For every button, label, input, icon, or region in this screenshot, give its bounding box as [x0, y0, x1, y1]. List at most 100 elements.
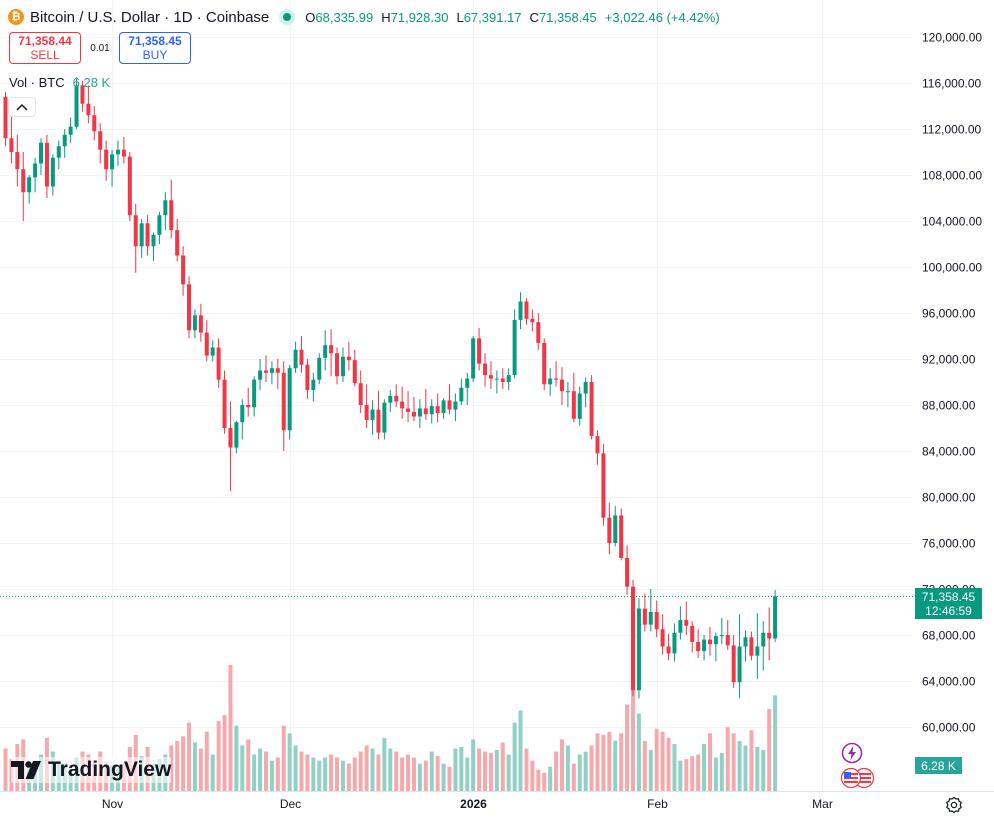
candle	[696, 629, 701, 658]
candle	[518, 292, 523, 330]
candle	[15, 134, 20, 187]
candle	[139, 218, 144, 258]
volume-bar	[281, 725, 286, 791]
candle	[56, 140, 61, 170]
candle-body	[411, 411, 416, 417]
tradingview-logo[interactable]: TradingView	[11, 757, 172, 783]
candle-body	[453, 401, 458, 410]
candle	[281, 361, 286, 451]
us-flag-icon[interactable]	[840, 767, 876, 789]
candle	[654, 600, 659, 638]
candle-body	[577, 393, 582, 419]
candle	[181, 246, 186, 296]
price-tick-label: 88,000.00	[922, 399, 976, 413]
volume-bar	[181, 736, 186, 791]
candle	[423, 388, 428, 420]
volume-bar	[216, 721, 221, 791]
bar-countdown: 12:46:59	[925, 603, 972, 618]
candle-body	[459, 387, 464, 402]
candle	[755, 613, 760, 679]
volume-bar	[648, 750, 653, 791]
volume-bar	[583, 751, 588, 791]
candle	[429, 399, 434, 424]
candle-body	[133, 215, 138, 247]
candle-body	[127, 156, 132, 216]
spread-value: 0.01	[90, 42, 110, 54]
volume-bar	[441, 763, 446, 791]
candle	[731, 635, 736, 688]
candle-body	[305, 364, 310, 391]
volume-bar	[654, 728, 659, 791]
volume-legend[interactable]: Vol · BTC 6.28 K	[9, 75, 110, 90]
volume-bar	[506, 754, 511, 791]
volume-bar	[589, 745, 594, 791]
volume-bar	[725, 727, 730, 791]
time-tick-label: 2026	[460, 797, 487, 811]
sell-button[interactable]: 71,358.44 SELL	[9, 32, 81, 64]
candle	[240, 399, 245, 440]
candle	[98, 123, 103, 164]
lightning-event-icon[interactable]	[841, 742, 863, 764]
volume-bar	[684, 759, 689, 791]
candle-body	[595, 436, 600, 454]
price-axis[interactable]: 120,000.00 116,000.00 112,000.00 108,000.00…	[922, 31, 982, 735]
candle	[743, 630, 748, 662]
volume-bar	[447, 766, 452, 791]
volume-bar	[512, 722, 517, 791]
volume-bar	[323, 757, 328, 791]
candle-body	[619, 515, 624, 558]
candle-body	[530, 318, 535, 323]
candle	[583, 377, 588, 408]
high-value: 71,928.30	[390, 9, 449, 25]
volume-bar	[524, 748, 529, 791]
candle-body	[92, 115, 97, 132]
volume-bar	[731, 733, 736, 791]
volume-bar	[459, 746, 464, 791]
sell-price: 71,358.44	[18, 34, 72, 48]
candle-body	[761, 632, 766, 647]
candle-body	[435, 406, 440, 414]
volume-bar	[305, 754, 310, 791]
candle-body	[465, 378, 470, 388]
candle-body	[86, 103, 91, 116]
candle	[417, 399, 422, 428]
candle-body	[346, 356, 351, 361]
tradingview-logo-text: TradingView	[48, 758, 172, 781]
volume-bar	[400, 757, 405, 791]
volume-bar	[773, 695, 778, 791]
time-tick-label: Feb	[647, 797, 668, 811]
volume-bar	[3, 748, 8, 791]
candle-body	[400, 401, 405, 409]
candle-body	[216, 347, 221, 380]
price-tick-label: 104,000.00	[922, 215, 982, 229]
volume-bar	[636, 713, 641, 791]
candle-body	[631, 586, 636, 691]
candle	[488, 361, 493, 389]
candle-body	[707, 639, 712, 645]
low-label: L	[456, 9, 464, 25]
buy-button[interactable]: 71,358.45 BUY	[119, 32, 191, 64]
candle	[648, 589, 653, 632]
volume-bar	[198, 748, 203, 791]
candle	[577, 386, 582, 426]
settings-icon[interactable]	[945, 796, 963, 814]
candle-body	[39, 142, 44, 164]
candle	[542, 338, 547, 391]
candle	[115, 140, 120, 166]
volume-bar	[690, 756, 695, 791]
candle	[761, 621, 766, 671]
candle-body	[500, 378, 505, 382]
time-axis[interactable]: Nov Dec 2026 Feb Mar	[0, 791, 994, 812]
candle-body	[548, 378, 553, 385]
volume-bar	[571, 763, 576, 791]
candle	[39, 138, 44, 175]
candle	[287, 364, 292, 440]
candle-body	[157, 215, 162, 235]
collapse-legend-button[interactable]	[8, 97, 36, 117]
candle-body	[311, 379, 316, 391]
candle	[311, 372, 316, 402]
candle-body	[181, 255, 186, 285]
volume-bar	[483, 751, 488, 791]
symbol-title[interactable]: Bitcoin / U.S. Dollar · 1D · Coinbase	[30, 8, 270, 26]
